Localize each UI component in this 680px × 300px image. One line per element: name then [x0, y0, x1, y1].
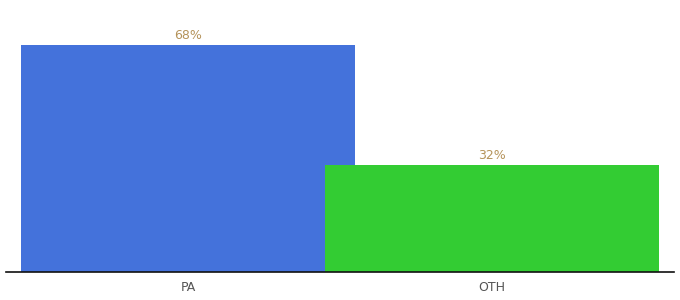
Bar [325, 165, 659, 272]
Text: 32%: 32% [478, 149, 506, 162]
Text: 68%: 68% [174, 29, 202, 42]
Bar [21, 46, 355, 272]
